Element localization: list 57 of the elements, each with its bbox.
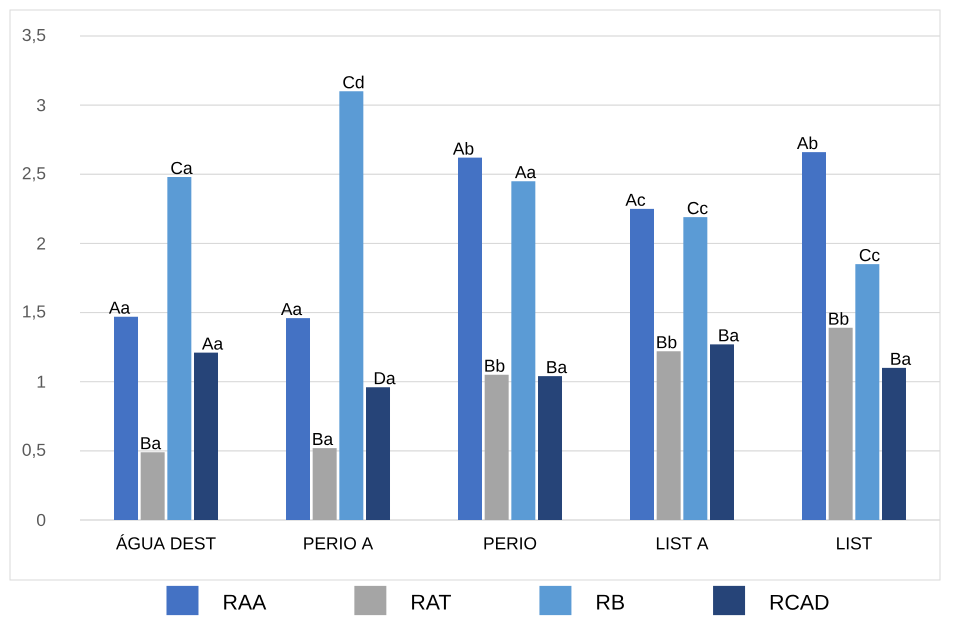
x-tick-label: LIST A [656,537,708,550]
data-label: Aa [280,303,302,316]
legend-label: RAA [224,594,266,610]
data-label: Bb [829,312,848,325]
bar [484,374,509,520]
data-label: Da [374,372,396,384]
data-label: Ac [625,194,646,206]
data-label: Ab [796,136,818,150]
y-tick-label: 3 [36,98,46,112]
y-tick-label: 1,5 [23,305,46,320]
y-tick-label: 1 [38,376,46,388]
bar [511,181,536,520]
x-tick-label: PERIO [484,537,536,550]
y-tick-label: 0,5 [22,444,46,458]
legend-label: RAT [412,594,451,610]
bar [366,387,390,520]
bar [114,316,138,520]
bar [538,376,562,520]
bar [312,448,337,520]
bar [140,452,165,520]
x-tick-label: PERIO A [304,537,374,550]
data-label: Aa [108,302,130,314]
bar [802,152,826,520]
bar [656,351,681,520]
y-tick-label: 2,5 [22,167,46,182]
bar [339,91,364,520]
bar [630,208,654,520]
data-label: Aa [514,166,536,178]
bar [683,217,708,520]
bar [855,264,880,520]
bar [194,352,218,520]
legend-label: RB [597,594,624,610]
bar [286,318,310,520]
data-label: Ba [547,361,568,374]
data-label: Ab [452,142,474,155]
bar [882,368,906,520]
data-label: Aa [202,338,224,350]
data-label: Ba [141,437,162,450]
data-label: Ba [891,352,912,365]
data-label: Bb [657,336,676,348]
y-tick-label: 0 [36,514,46,526]
x-tick-label: LIST [837,537,872,550]
y-tick-label: 3,5 [22,28,46,44]
data-label: Cd [343,76,364,88]
y-tick-label: 2 [37,237,46,250]
bar [710,344,734,520]
bar [167,177,192,520]
legend-label: RCAD [770,594,828,610]
x-tick-label: ÁGUA DEST [116,534,216,550]
data-label: Bb [485,359,504,372]
bar [828,328,853,520]
bar [458,158,482,520]
data-label: Cc [860,248,880,262]
data-label: Ba [719,329,740,342]
data-label: Ba [313,433,334,446]
data-label: Cc [688,202,708,214]
data-label: Ca [171,162,193,174]
